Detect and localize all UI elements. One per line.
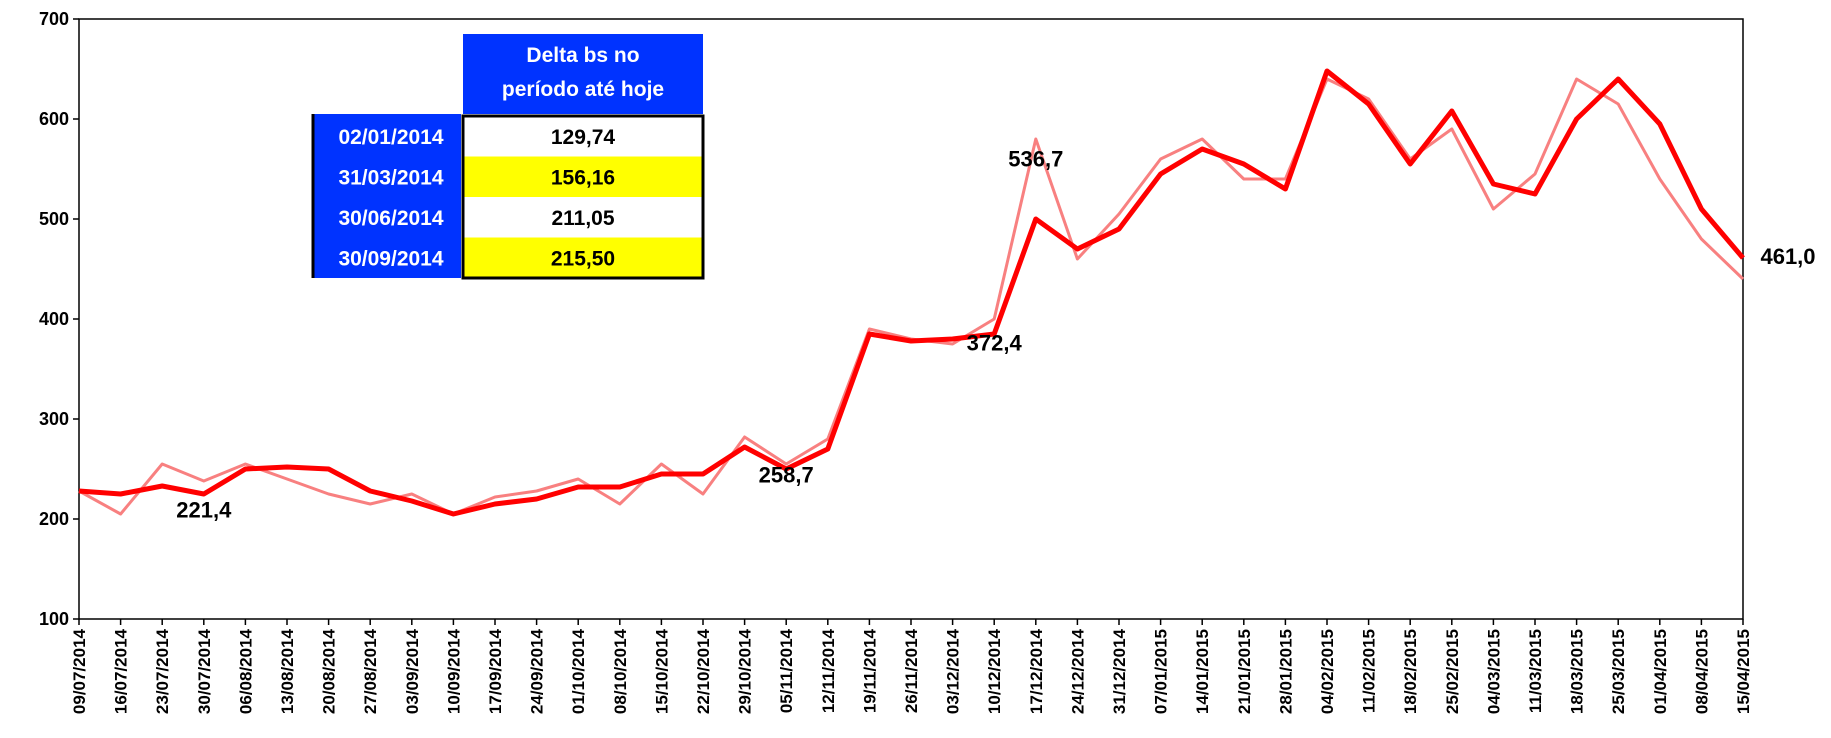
x-tick-label: 07/01/2015 [1152, 629, 1171, 714]
x-tick-label: 31/12/2014 [1110, 628, 1129, 714]
x-tick-label: 19/11/2014 [860, 628, 879, 713]
x-tick-label: 30/07/2014 [195, 628, 214, 714]
table-value-frame [461, 114, 705, 280]
y-tick-label: 500 [39, 209, 69, 229]
y-tick-label: 400 [39, 309, 69, 329]
annotation: 461,0 [1760, 244, 1815, 269]
x-tick-label: 17/12/2014 [1027, 628, 1046, 714]
table-header-bg [463, 34, 703, 114]
x-tick-label: 22/10/2014 [694, 628, 713, 714]
x-tick-label: 01/04/2015 [1651, 629, 1670, 714]
x-tick-label: 08/10/2014 [611, 628, 630, 714]
y-tick-label: 300 [39, 409, 69, 429]
table-header: Delta bs no [526, 44, 639, 67]
x-tick-label: 28/01/2015 [1276, 629, 1295, 714]
annotation: 221,4 [176, 498, 232, 523]
table-date: 31/03/2014 [338, 167, 443, 190]
table-cell-bg [463, 237, 703, 278]
x-tick-label: 10/09/2014 [444, 628, 463, 714]
x-tick-label: 24/12/2014 [1068, 628, 1087, 714]
y-tick-label: 600 [39, 109, 69, 129]
x-tick-label: 03/12/2014 [944, 628, 963, 714]
x-tick-label: 11/03/2015 [1526, 629, 1545, 713]
table-date: 02/01/2014 [338, 126, 443, 149]
x-tick-label: 06/08/2014 [236, 628, 255, 714]
y-tick-label: 700 [39, 9, 69, 29]
table-header: período até hoje [502, 78, 664, 101]
x-tick-label: 04/03/2015 [1484, 629, 1503, 714]
x-tick-label: 11/02/2015 [1360, 629, 1379, 713]
x-tick-label: 01/10/2014 [569, 628, 588, 714]
table-cell-bg [463, 156, 703, 197]
plot-frame [78, 18, 1744, 620]
table-value: 129,74 [551, 126, 616, 149]
x-tick-label: 08/04/2015 [1692, 629, 1711, 714]
x-tick-label: 15/04/2015 [1734, 629, 1753, 714]
x-tick-label: 16/07/2014 [112, 628, 131, 714]
table-value: 156,16 [551, 167, 615, 190]
x-tick-label: 26/11/2014 [902, 628, 921, 713]
table-cell-bg [463, 197, 703, 238]
x-tick-label: 27/08/2014 [361, 628, 380, 714]
x-tick-label: 25/03/2015 [1609, 629, 1628, 714]
x-tick-label: 20/08/2014 [320, 628, 339, 714]
y-tick-label: 100 [39, 609, 69, 629]
table-value: 215,50 [551, 248, 615, 271]
y-tick-label: 200 [39, 509, 69, 529]
x-tick-label: 14/01/2015 [1193, 629, 1212, 714]
x-tick-label: 13/08/2014 [278, 628, 297, 714]
annotation: 536,7 [1008, 146, 1063, 171]
table-value: 211,05 [551, 207, 614, 230]
x-tick-label: 18/02/2015 [1401, 629, 1420, 714]
table-cell-bg [463, 116, 703, 157]
x-tick-label: 29/10/2014 [736, 628, 755, 714]
table-date: 30/09/2014 [338, 248, 443, 271]
x-tick-label: 04/02/2015 [1318, 629, 1337, 714]
x-tick-label: 03/09/2014 [403, 628, 422, 714]
x-tick-label: 25/02/2015 [1443, 629, 1462, 714]
x-tick-label: 21/01/2015 [1235, 629, 1254, 714]
x-tick-label: 10/12/2014 [985, 628, 1004, 714]
x-tick-label: 12/11/2014 [819, 628, 838, 713]
x-tick-label: 24/09/2014 [528, 628, 547, 714]
x-tick-label: 23/07/2014 [153, 628, 172, 714]
table-date-bg [313, 114, 461, 278]
annotation: 258,7 [759, 462, 814, 487]
x-tick-label: 17/09/2014 [486, 628, 505, 714]
x-tick-label: 18/03/2015 [1568, 629, 1587, 714]
x-tick-label: 09/07/2014 [70, 628, 89, 714]
line-series [78, 68, 1745, 517]
x-tick-label: 05/11/2014 [777, 628, 796, 713]
annotation: 372,4 [967, 331, 1023, 356]
x-tick-label: 15/10/2014 [652, 628, 671, 714]
table-date: 30/06/2014 [338, 207, 443, 230]
